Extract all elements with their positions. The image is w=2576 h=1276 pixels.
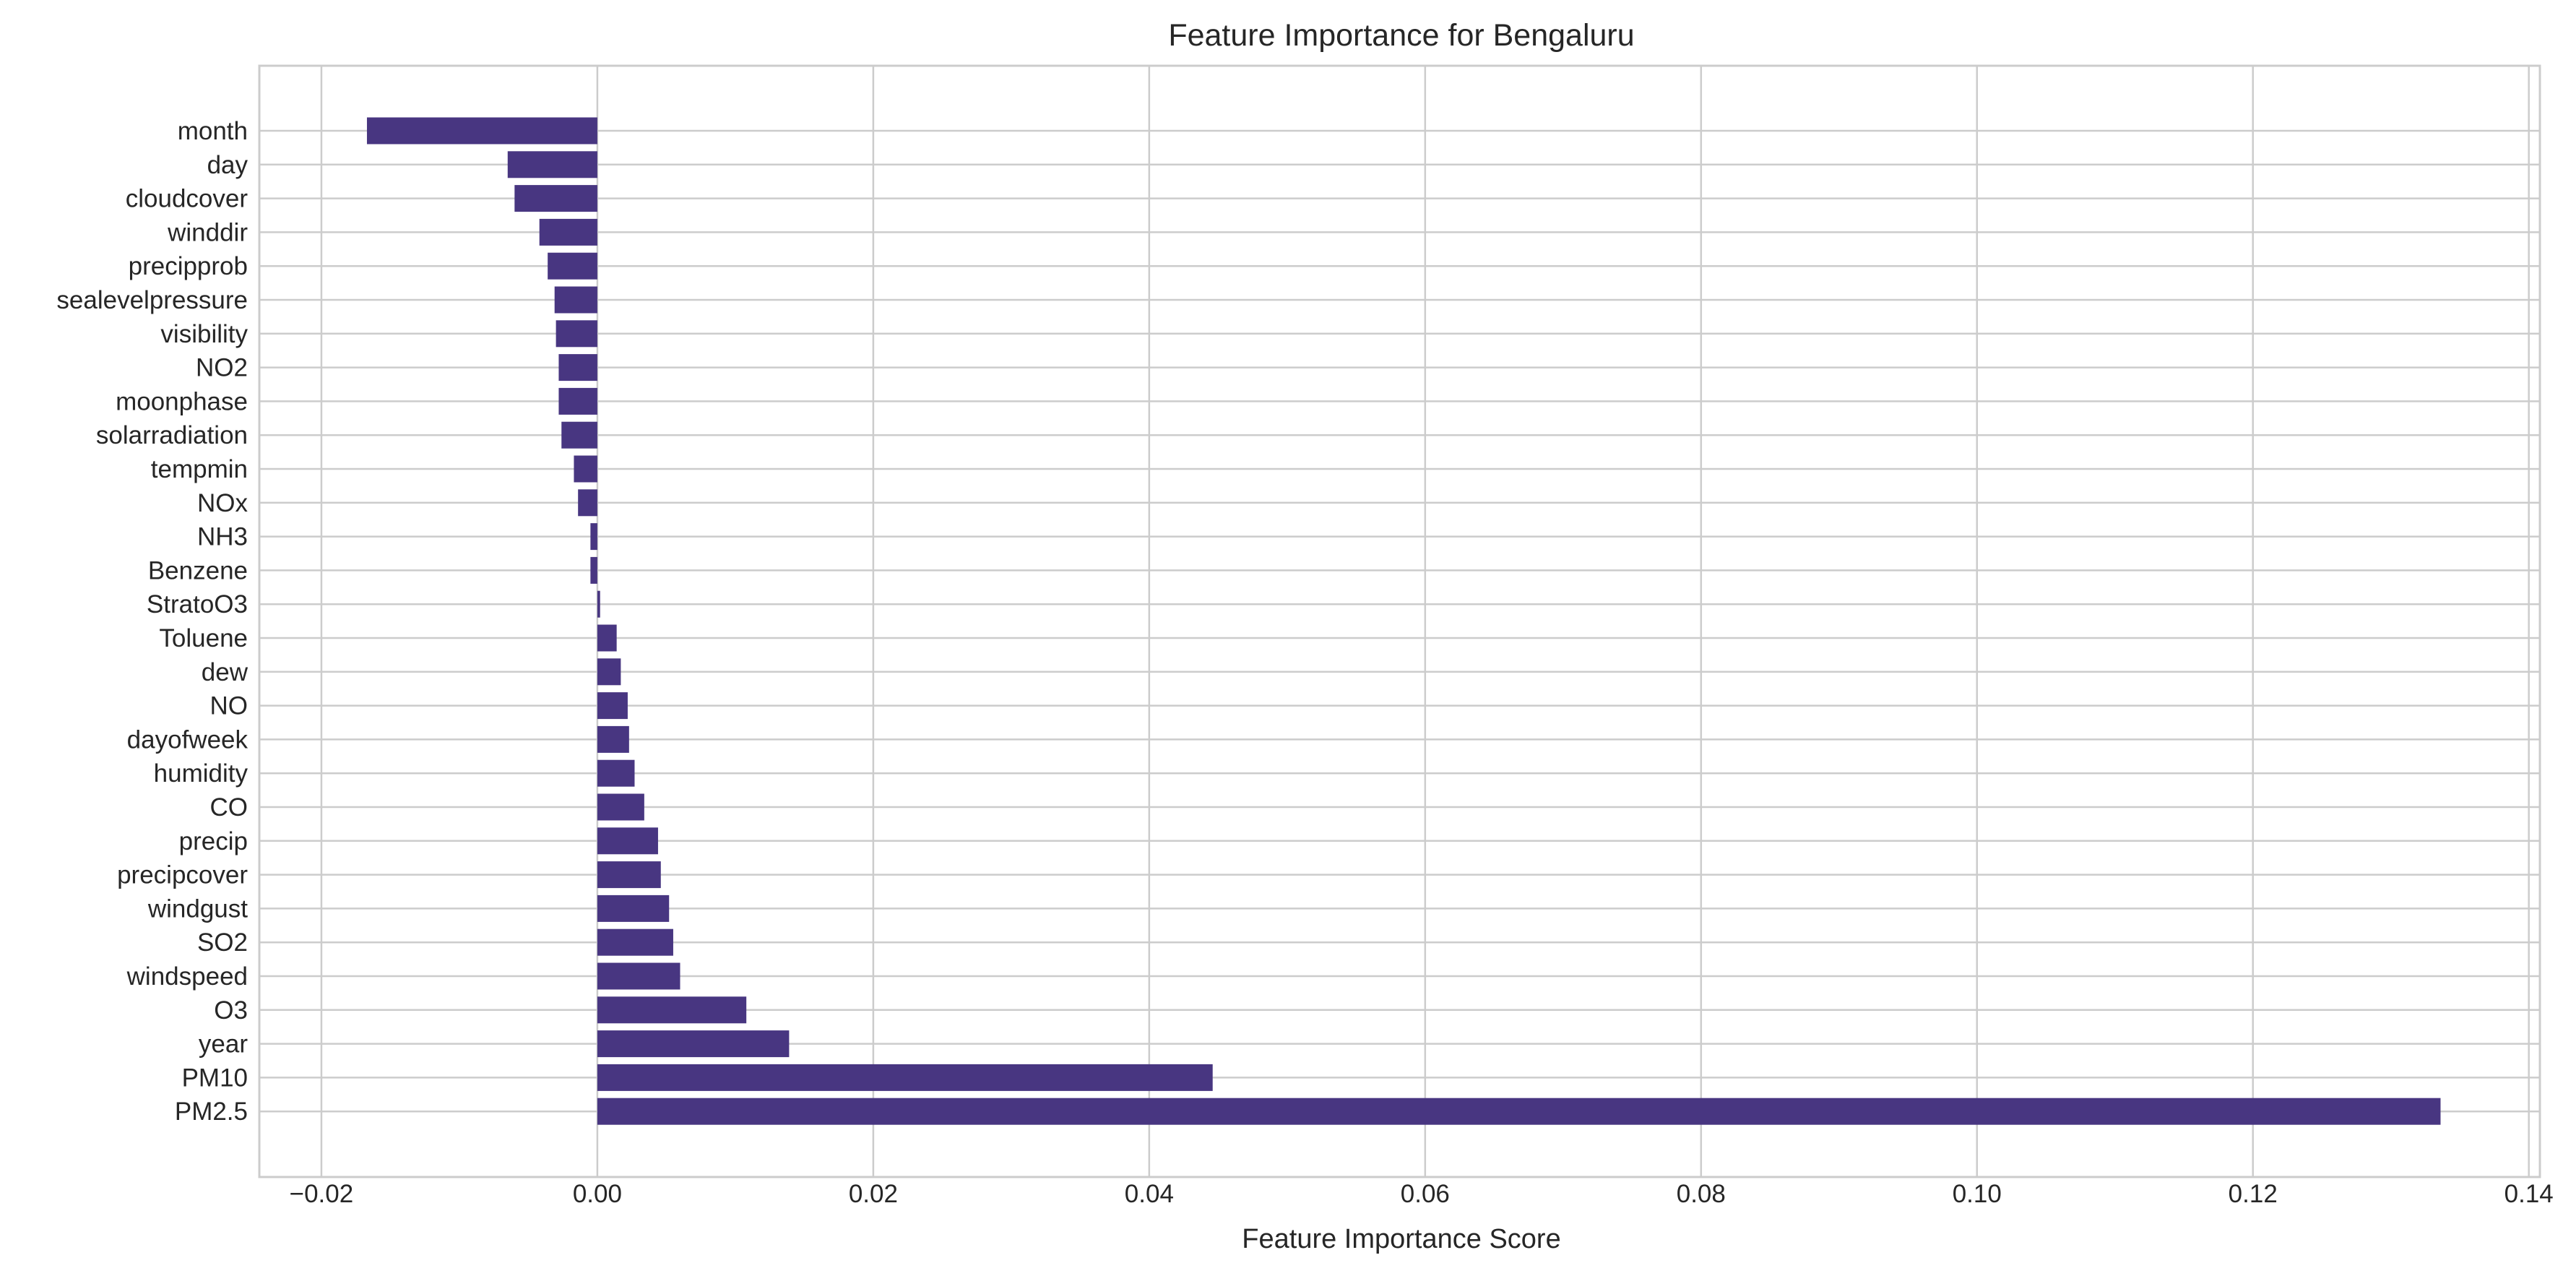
x-tick-label: 0.02 [849,1180,898,1208]
x-tick-label: 0.14 [2504,1180,2554,1208]
y-tick-label: windgust [147,895,248,923]
y-tick-label: year [199,1030,248,1059]
y-tick-label: month [178,117,248,145]
bar-co [597,793,644,821]
x-tick-label: 0.12 [2229,1180,2278,1208]
bar-no [597,692,628,720]
y-tick-label: visibility [160,320,248,348]
y-tick-label: PM2.5 [175,1098,248,1126]
grid-lines [259,66,2540,1177]
bar-month [366,117,597,145]
y-tick-label: day [207,151,248,179]
bar-visibility [556,320,597,348]
x-axis-label: Feature Importance Score [1242,1224,1560,1254]
y-tick-label: sealevelpressure [56,286,248,314]
x-tick-label: 0.00 [573,1180,622,1208]
y-tick-label: precipcover [117,861,248,889]
y-tick-label: NO [210,692,248,720]
plot-frame [258,64,2541,1178]
bar-dayofweek [597,725,629,753]
bar-windgust [597,895,670,922]
bar-pm10 [597,1064,1213,1091]
bar-solarradiation [561,421,597,449]
y-tick-label: O3 [214,996,248,1025]
y-tick-label: dayofweek [127,725,248,754]
x-tick-label: 0.06 [1401,1180,1450,1208]
y-tick-label: Benzene [148,556,248,585]
y-tick-label: NO2 [196,354,248,382]
y-tick-label: PM10 [182,1064,248,1092]
bar-dew [597,658,621,686]
x-tick-label: 0.08 [1677,1180,1726,1208]
bar-day [507,151,597,178]
chart-title: Feature Importance for Bengaluru [1168,18,1634,53]
bar-precip [597,827,658,855]
y-tick-label: windspeed [126,962,248,991]
y-tick-label: Toluene [159,624,248,652]
y-tick-label: humidity [154,759,248,788]
x-tick-label: −0.02 [290,1180,354,1208]
y-tick-labels: month day cloudcover winddir precipprob seale… [56,117,248,1126]
x-tick-label: 0.10 [1953,1180,2002,1208]
bar-windspeed [597,962,680,990]
y-tick-label: winddir [167,218,248,246]
bar-no2 [558,354,597,381]
bar-cloudcover [514,185,597,212]
y-tick-label: tempmin [151,455,248,483]
bar-tempmin [574,455,597,483]
bar-winddir [539,218,597,246]
bar-toluene [597,624,617,652]
x-tick-label: 0.04 [1125,1180,1174,1208]
y-tick-label: precip [179,827,248,855]
y-tick-label: NH3 [197,523,248,551]
bar-stratoo3 [597,590,600,618]
y-tick-label: CO [210,793,248,822]
bar-pm2-5 [597,1098,2441,1125]
y-tick-label: SO2 [197,928,248,957]
bar-o3 [597,996,747,1024]
bar-precipcover [597,861,661,889]
bar-sealevelpressure [554,286,597,314]
x-tick-labels: −0.02 0.00 0.02 0.04 0.06 0.08 0.10 0.12 0.14 [290,1180,2554,1208]
bar-year [597,1030,790,1058]
y-tick-label: cloudcover [126,185,248,213]
bar-humidity [597,759,635,787]
bar-precipprob [548,252,597,280]
bar-so2 [597,928,673,956]
bars [366,117,2441,1125]
y-tick-label: dew [202,658,248,686]
bar-nox [578,489,597,517]
y-tick-label: StratoO3 [147,590,248,618]
bar-moonphase [558,387,597,415]
y-tick-label: moonphase [116,387,248,415]
y-tick-label: precipprob [129,252,248,280]
y-tick-label: solarradiation [96,421,248,449]
bar-nh3 [590,523,597,551]
bar-benzene [590,556,597,584]
y-tick-label: NOx [197,489,248,517]
